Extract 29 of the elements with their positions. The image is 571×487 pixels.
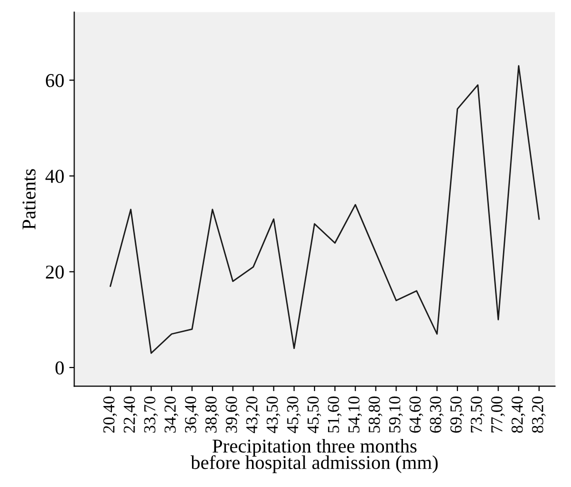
y-tick-label: 60 xyxy=(46,74,64,88)
x-tick-label: 34,20 xyxy=(164,396,178,433)
x-tick-label: 83,20 xyxy=(532,396,546,433)
x-tick-label: 38,80 xyxy=(205,396,220,433)
x-tick-label: 39,60 xyxy=(226,396,240,433)
x-tick-label: 33,70 xyxy=(144,396,158,433)
x-tick-label: 20,40 xyxy=(103,396,117,433)
x-tick-label: 59,10 xyxy=(389,396,403,432)
x-tick-label: 45,30 xyxy=(287,396,301,434)
x-tick-label: 73,50 xyxy=(470,396,484,432)
x-tick-label: 22,40 xyxy=(124,396,138,433)
x-tick-label: 54,10 xyxy=(348,396,362,432)
line-series xyxy=(110,65,540,354)
x-tick-label: 45,50 xyxy=(307,396,322,434)
x-tick-label: 77,00 xyxy=(491,396,505,432)
y-tick-label: 20 xyxy=(46,266,64,279)
x-tick-label: 82,40 xyxy=(512,396,526,433)
y-axis-title: Patients xyxy=(22,169,36,230)
x-tick-label: 36,40 xyxy=(184,396,199,433)
x-axis-title: Precipitation three months before hospital admission (mm) xyxy=(190,438,438,474)
x-tick-label: 64,60 xyxy=(410,396,424,433)
x-tick-label: 68,30 xyxy=(430,396,444,433)
x-tick-label: 69,50 xyxy=(450,396,464,433)
y-tick-label: 0 xyxy=(56,361,64,374)
x-tick-label: 43,20 xyxy=(246,396,260,434)
x-tick-label: 43,50 xyxy=(266,396,280,434)
x-tick-label: 51,60 xyxy=(328,396,342,432)
x-tick-label: 58,80 xyxy=(368,396,382,432)
y-tick-label: 40 xyxy=(45,170,64,183)
